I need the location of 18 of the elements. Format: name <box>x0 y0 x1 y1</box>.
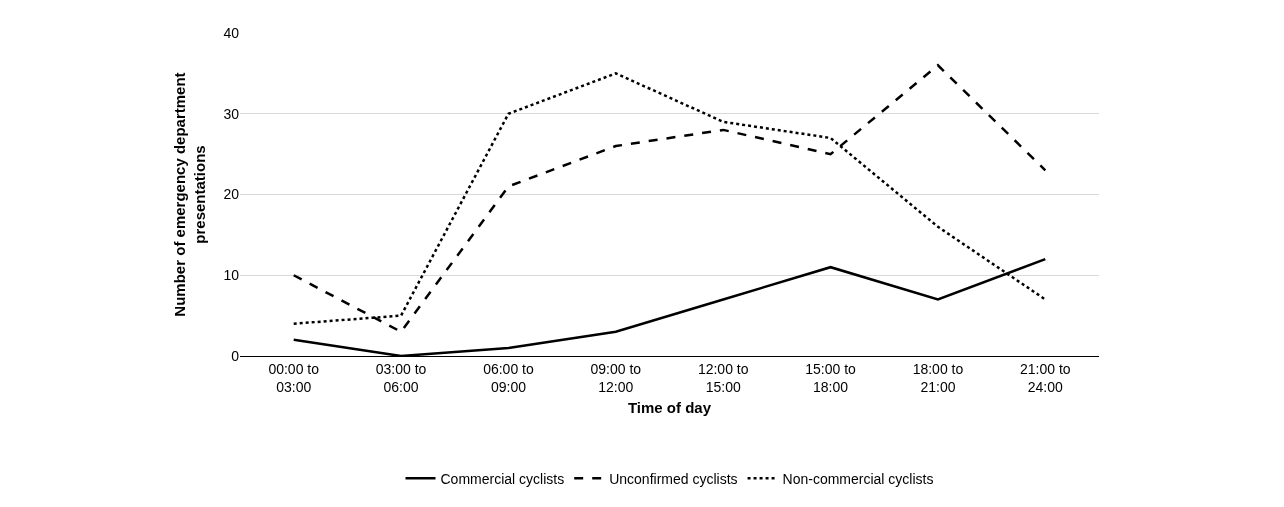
y-tick-label: 20 <box>223 186 240 203</box>
y-tick-label: 40 <box>223 24 240 41</box>
y-tick-label: 0 <box>231 347 240 364</box>
x-tick-label: 09:00 to 12:00 <box>590 360 642 395</box>
x-tick-label: 18:00 to 21:00 <box>912 360 964 395</box>
x-tick-label: 21:00 to 24:00 <box>1020 360 1071 395</box>
x-tick-label: 06:00 to 09:00 <box>483 360 534 395</box>
legend-label: Non-commercial cyclists <box>782 470 934 487</box>
x-tick-label: 00:00 to 03:00 <box>268 360 320 395</box>
legend-label: Commercial cyclists <box>440 470 565 487</box>
y-tick-label: 10 <box>223 267 240 284</box>
x-tick-label: 15:00 to 18:00 <box>805 360 857 395</box>
x-tick-label: 03:00 to 06:00 <box>375 360 427 395</box>
x-axis-title: Time of day <box>627 399 712 416</box>
legend-label: Unconfirmed cyclists <box>609 470 738 487</box>
y-tick-label: 30 <box>223 105 240 122</box>
x-tick-label: 12:00 to 15:00 <box>697 360 749 395</box>
y-axis-title: Number of emergency department presentations <box>171 72 208 317</box>
